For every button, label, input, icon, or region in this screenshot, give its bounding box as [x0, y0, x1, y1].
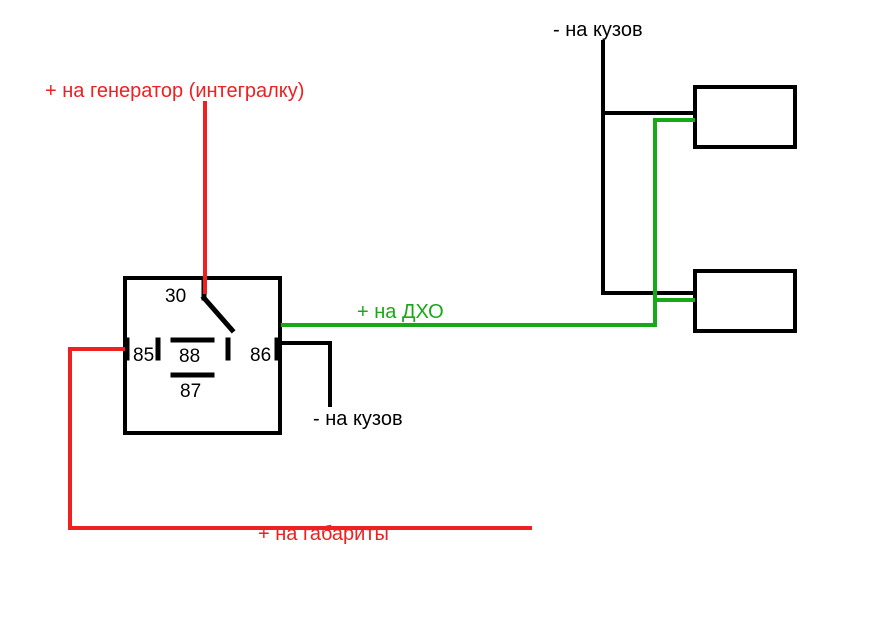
- pin-label-85: 85: [133, 345, 154, 366]
- pin-label-88: 88: [179, 346, 200, 367]
- label-kuzov2: - на кузов: [313, 408, 403, 430]
- label-gab: + на габариты: [258, 523, 389, 545]
- pin-label-86: 86: [250, 345, 271, 366]
- pin-label-30: 30: [165, 286, 186, 307]
- label-dho: + на ДХО: [357, 301, 444, 323]
- load-box-bottom: [695, 271, 795, 331]
- relay-internal-switch: [204, 298, 232, 330]
- wire-86-to-kuzov: [280, 343, 330, 405]
- pin-label-87: 87: [180, 381, 201, 402]
- wire-kuzov-top: [603, 42, 693, 113]
- wire-85-to-gab: [70, 349, 530, 528]
- load-box-top: [695, 87, 795, 147]
- label-gen: + на генератор (интегралку): [45, 80, 304, 102]
- label-kuzov1: - на кузов: [553, 19, 643, 41]
- wire-kuzov-bottom: [603, 113, 693, 293]
